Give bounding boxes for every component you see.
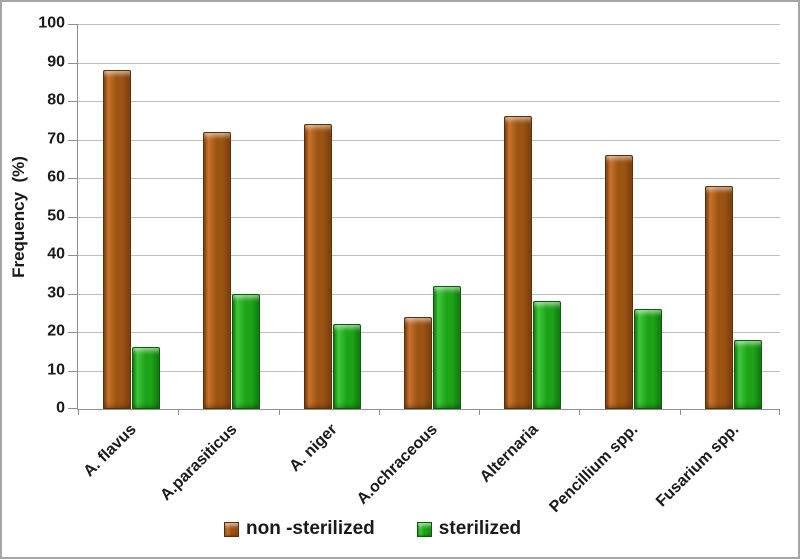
gridline — [78, 178, 780, 179]
y-tick-label: 30 — [47, 284, 65, 302]
gridline — [78, 255, 780, 256]
x-tick-label: A. flavus — [81, 421, 141, 481]
y-tick-label: 50 — [47, 207, 65, 225]
x-tick — [78, 409, 79, 415]
y-tick — [68, 178, 78, 179]
y-tick — [68, 293, 78, 295]
gridline — [78, 216, 780, 218]
bar — [132, 347, 161, 409]
y-tick-label: 10 — [47, 361, 65, 379]
y-tick-label: 60 — [47, 168, 65, 186]
x-tick — [278, 409, 280, 415]
y-tick-label: 0 — [56, 399, 65, 417]
legend-item-non-sterilized: non -sterilized — [224, 518, 375, 540]
x-tick — [479, 409, 481, 415]
x-tick-label: A. niger — [286, 421, 341, 476]
x-tick-label: A.parasiticus — [157, 421, 241, 505]
x-tick — [779, 409, 780, 415]
bar — [403, 316, 432, 409]
bar — [533, 301, 562, 409]
bar — [303, 124, 332, 409]
y-tick — [68, 255, 78, 256]
y-tick — [68, 139, 78, 141]
x-tick-label: Alternaria — [476, 421, 542, 486]
legend-label-sterilized: sterilized — [438, 518, 522, 539]
legend-marker-non-sterilized — [224, 521, 239, 537]
bar — [103, 70, 132, 409]
y-tick-label: 40 — [47, 245, 65, 263]
y-tick-label: 100 — [38, 14, 65, 32]
bar — [633, 308, 662, 409]
y-tick — [68, 216, 78, 218]
x-tick — [679, 409, 681, 415]
gridline — [78, 101, 780, 102]
legend-marker-sterilized — [416, 521, 432, 537]
x-tick-label: A.ochraceous — [354, 421, 442, 508]
y-tick — [68, 101, 78, 102]
bar — [704, 185, 733, 409]
legend-label-non-sterilized: non -sterilized — [246, 518, 375, 539]
bar — [332, 324, 361, 409]
y-tick — [68, 332, 78, 333]
gridline — [78, 293, 780, 295]
y-tick — [68, 24, 78, 25]
y-tick-label: 70 — [47, 130, 65, 148]
gridline — [78, 24, 780, 25]
y-tick — [68, 370, 78, 372]
y-tick-label: 20 — [47, 322, 65, 340]
y-tick-label: 80 — [47, 91, 65, 109]
bar — [604, 154, 633, 409]
gridline — [78, 62, 780, 64]
y-axis-title: Frequency (%) — [9, 156, 28, 278]
legend: non -sterilized sterilized — [224, 518, 521, 540]
bar — [504, 116, 533, 409]
plot-area: 0 10 20 30 40 50 60 70 80 90 100 A. flavus A.parasi… — [38, 15, 780, 516]
x-tick-label: Fusarium spp. — [652, 421, 742, 511]
bar — [733, 339, 762, 409]
bar — [432, 285, 461, 409]
x-tick-label: Pencillium spp. — [546, 421, 642, 517]
x-tick — [378, 409, 380, 415]
x-tick — [178, 409, 180, 415]
bar — [232, 293, 261, 409]
x-tick — [579, 409, 581, 415]
gridline — [78, 139, 780, 141]
legend-item-sterilized: sterilized — [416, 518, 522, 540]
x-tick-labels: A. flavus A.parasiticus A. niger A.ochraceo… — [78, 409, 780, 519]
y-tick-label: 90 — [47, 53, 65, 71]
y-tick — [68, 62, 78, 64]
y-tick — [68, 408, 78, 409]
bar — [203, 131, 232, 409]
